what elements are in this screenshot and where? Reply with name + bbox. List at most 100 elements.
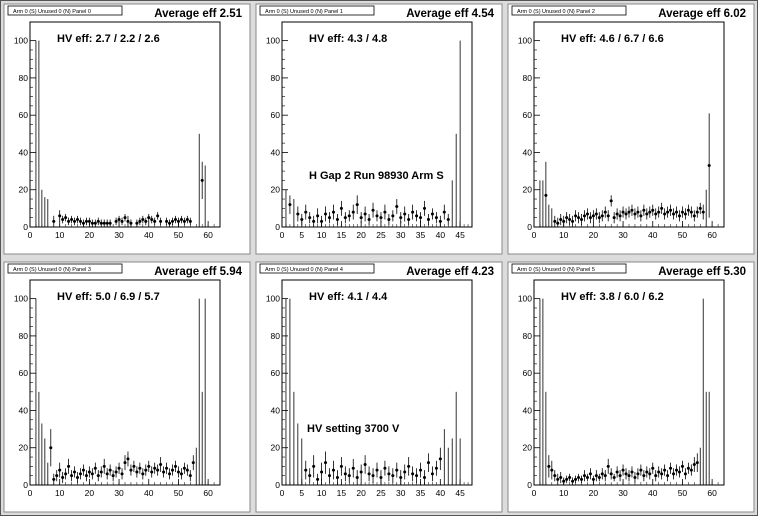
data-point: [147, 464, 151, 468]
data-point: [379, 216, 383, 220]
data-point: [559, 218, 563, 222]
y-tick-label: 60: [19, 368, 29, 378]
data-point: [695, 210, 699, 214]
x-tick-label: 35: [416, 230, 426, 240]
data-point: [630, 470, 634, 474]
panel-background: [255, 3, 503, 255]
y-tick-label: 0: [23, 222, 28, 232]
y-tick-label: 0: [275, 480, 280, 490]
data-point: [300, 218, 304, 222]
x-tick-label: 25: [376, 230, 386, 240]
data-point: [430, 472, 434, 476]
panel-label: Arm 0 (S) Unused 0 (N) Panel 3: [13, 267, 91, 273]
y-tick-label: 0: [23, 480, 28, 490]
data-point: [633, 212, 637, 216]
y-tick-label: 20: [523, 443, 533, 453]
y-tick-label: 0: [275, 222, 280, 232]
y-tick-label: 20: [271, 185, 281, 195]
x-tick-label: 0: [280, 230, 285, 240]
data-point: [185, 218, 189, 222]
x-tick-label: 30: [114, 230, 124, 240]
panel-title: Average eff 4.54: [406, 8, 494, 20]
data-point: [114, 219, 118, 223]
panel-label-frame: [511, 5, 627, 16]
data-point: [188, 474, 192, 478]
data-point: [550, 468, 554, 472]
data-point: [96, 219, 100, 223]
data-point: [383, 466, 387, 470]
data-point: [669, 208, 673, 212]
data-point: [296, 212, 300, 216]
hv-eff-annotation: HV eff: 4.6 / 6.7 / 6.6: [561, 33, 664, 45]
y-tick-label: 40: [523, 405, 533, 415]
y-tick-label: 100: [266, 36, 280, 46]
data-point: [308, 474, 312, 478]
data-point: [141, 218, 145, 222]
panel-2: Arm 0 (S) Unused 0 (N) Panel 2 Average ef…: [507, 3, 755, 255]
data-point: [61, 218, 65, 222]
panel-label: Arm 0 (S) Unused 0 (N) Panel 0: [13, 9, 91, 15]
data-point: [363, 212, 367, 216]
x-tick-label: 50: [678, 488, 688, 498]
panel-label: Arm 0 (S) Unused 0 (N) Panel 5: [517, 267, 595, 273]
data-point: [666, 210, 670, 214]
panel-label-box: Arm 0 (S) Unused 0 (N) Panel 0: [7, 5, 123, 16]
y-tick-label: 0: [527, 222, 532, 232]
data-point: [328, 474, 331, 478]
data-point: [675, 468, 678, 472]
data-point: [320, 470, 324, 474]
data-point: [67, 219, 71, 223]
y-tick-label: 100: [518, 294, 532, 304]
data-point: [568, 218, 572, 222]
data-point: [615, 470, 619, 474]
data-point: [553, 474, 557, 478]
data-point: [76, 476, 79, 480]
data-point: [669, 466, 673, 470]
data-point: [680, 210, 684, 214]
data-point: [76, 218, 79, 222]
data-point: [153, 219, 157, 223]
data-point: [126, 219, 130, 223]
x-tick-label: 40: [436, 488, 446, 498]
data-point: [438, 457, 442, 461]
data-point: [639, 468, 643, 472]
panel-label: Arm 0 (S) Unused 0 (N) Panel 4: [265, 267, 343, 273]
data-point: [707, 164, 711, 167]
data-point: [600, 214, 604, 218]
panel-5: Arm 0 (S) Unused 0 (N) Panel 5 Average ef…: [507, 261, 755, 513]
data-point: [78, 472, 82, 476]
data-point: [438, 219, 442, 223]
y-tick-label: 80: [523, 331, 533, 341]
panel-background: [255, 261, 503, 513]
x-tick-label: 40: [144, 230, 154, 240]
data-point: [355, 203, 359, 207]
x-tick-label: 45: [455, 488, 465, 498]
data-point: [288, 203, 292, 207]
data-point: [188, 219, 192, 223]
hv-eff-annotation: HV eff: 2.7 / 2.2 / 2.6: [57, 33, 160, 45]
panel-3: Arm 0 (S) Unused 0 (N) Panel 3 Average ef…: [3, 261, 251, 513]
x-tick-label: 40: [436, 230, 446, 240]
data-point: [84, 474, 88, 478]
y-tick-label: 80: [523, 73, 533, 83]
x-tick-label: 20: [589, 488, 599, 498]
data-point: [411, 472, 415, 476]
data-point: [316, 214, 320, 218]
data-point: [624, 472, 628, 476]
data-point: [78, 219, 82, 223]
data-point: [565, 216, 569, 220]
panel-label-frame: [7, 263, 123, 274]
data-point: [582, 214, 586, 218]
data-point: [70, 474, 74, 478]
data-point: [191, 461, 195, 465]
data-point: [87, 470, 91, 474]
y-tick-label: 60: [19, 110, 29, 120]
data-point: [387, 472, 391, 476]
data-point: [654, 212, 658, 216]
data-point: [102, 221, 106, 225]
data-point: [168, 472, 172, 476]
data-point: [331, 468, 335, 472]
data-point: [446, 218, 450, 222]
data-point: [383, 210, 387, 214]
